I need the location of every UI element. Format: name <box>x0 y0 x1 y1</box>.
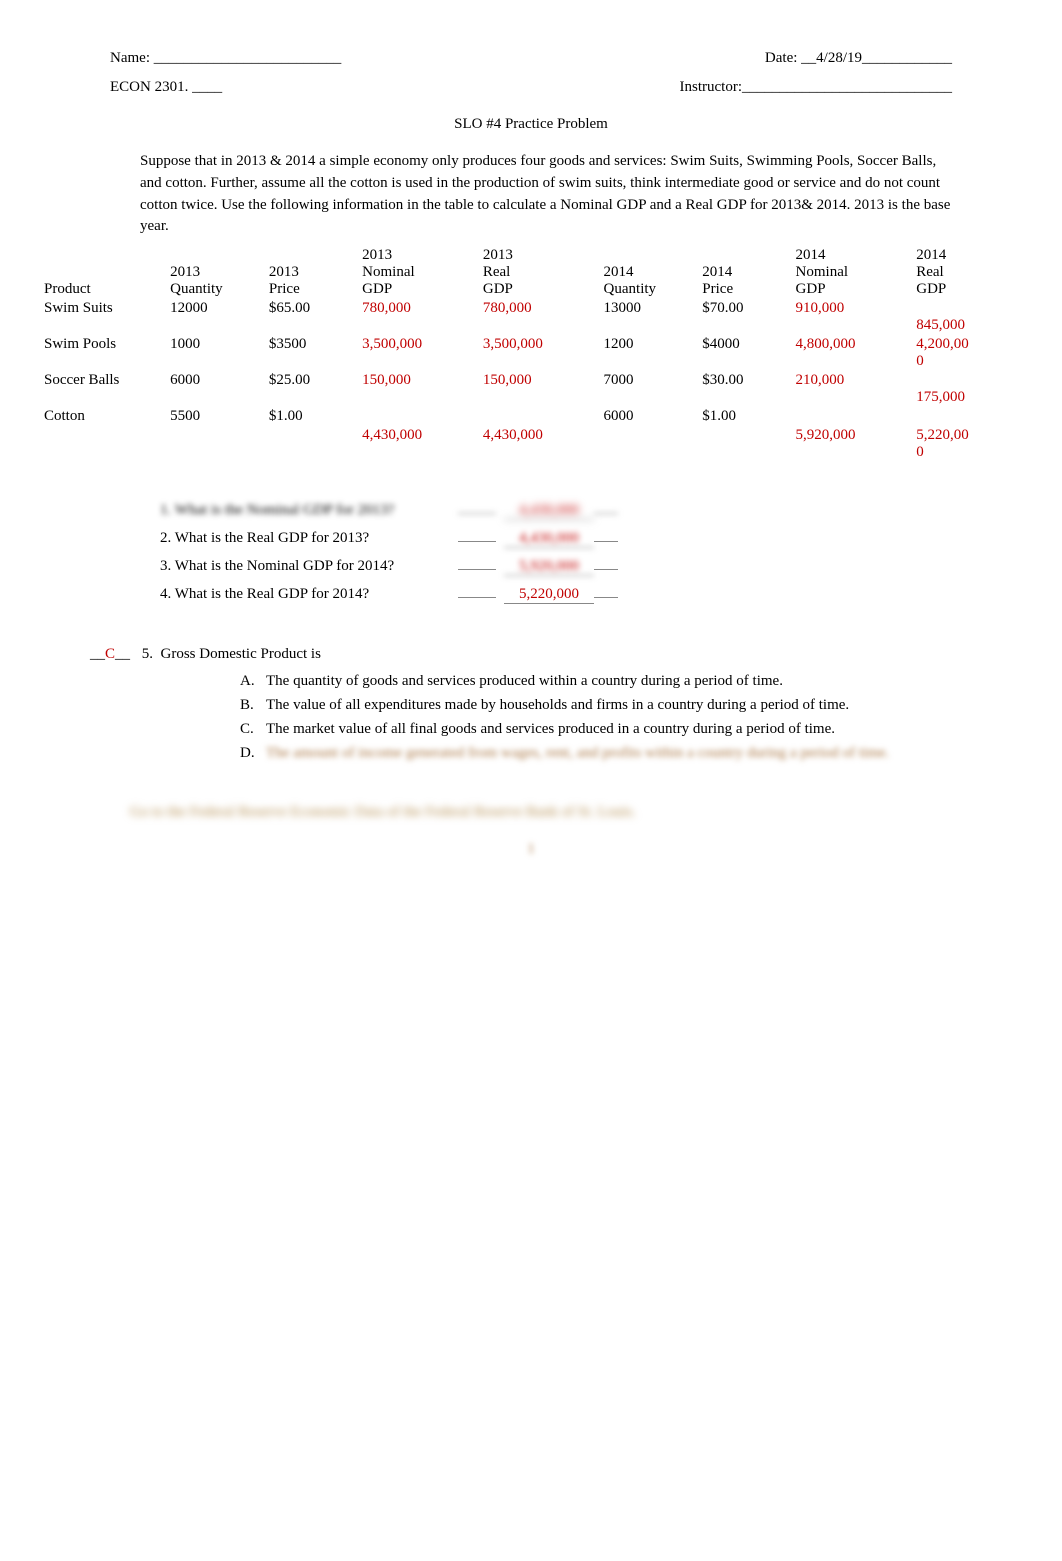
cell-product: Cotton <box>40 407 166 426</box>
col-2013-qty: 2013Quantity <box>166 246 265 299</box>
cell-q14: 13000 <box>600 299 699 335</box>
cell-p14: $1.00 <box>698 407 791 426</box>
intro-paragraph: Suppose that in 2013 & 2014 a simple eco… <box>140 151 952 238</box>
col-2014-qty: 2014Quantity <box>600 246 699 299</box>
col-2014-ngdp: 2014NominalGDP <box>792 246 913 299</box>
cell-q14: 7000 <box>600 371 699 407</box>
total-ng13: 4,430,000 <box>358 426 479 462</box>
cell-p13: $65.00 <box>265 299 358 335</box>
col-2014-price: 2014Price <box>698 246 791 299</box>
course-field: ECON 2301. ____ <box>110 79 222 96</box>
cell-rg13 <box>479 407 600 426</box>
mcq-block: __C__ 5. Gross Domestic Product is A. Th… <box>90 646 1022 764</box>
cell-p13: $3500 <box>265 335 358 371</box>
answer-3: 5,920,000 <box>504 558 594 576</box>
cell-rg14: 175,000 <box>912 371 1022 407</box>
cell-ng14 <box>792 407 913 426</box>
gdp-table: Product 2013Quantity 2013Price 2013Nomin… <box>40 246 1022 462</box>
mcq-answer: C <box>105 646 115 662</box>
cell-p14: $70.00 <box>698 299 791 335</box>
page-number: 1 <box>40 841 1022 858</box>
cell-q13: 12000 <box>166 299 265 335</box>
questions-block: 1. What is the Nominal GDP for 2013? 4,4… <box>160 502 1022 604</box>
cell-ng14: 210,000 <box>792 371 913 407</box>
cell-q13: 5500 <box>166 407 265 426</box>
question-4: 4. What is the Real GDP for 2014? 5,220,… <box>160 586 1022 604</box>
cell-q13: 1000 <box>166 335 265 371</box>
cell-p13: $25.00 <box>265 371 358 407</box>
question-1: 1. What is the Nominal GDP for 2013? 4,4… <box>160 502 1022 520</box>
name-field: Name: _________________________ <box>110 50 341 67</box>
mcq-option-c: C. The market value of all final goods a… <box>240 719 1000 740</box>
cell-q14: 6000 <box>600 407 699 426</box>
cell-p14: $30.00 <box>698 371 791 407</box>
cell-rg14: 845,000 <box>912 299 1022 335</box>
cell-ng14: 4,800,000 <box>792 335 913 371</box>
header-row-2: ECON 2301. ____ Instructor:_____________… <box>110 79 952 96</box>
col-2013-rgdp: 2013RealGDP <box>479 246 600 299</box>
cell-ng13: 3,500,000 <box>358 335 479 371</box>
cell-p13: $1.00 <box>265 407 358 426</box>
cell-rg13: 150,000 <box>479 371 600 407</box>
cell-product: Swim Suits <box>40 299 166 335</box>
table-row: Swim Suits 12000 $65.00 780,000 780,000 … <box>40 299 1022 335</box>
date-underline: ____________ <box>862 50 952 66</box>
page: Name: _________________________ Date: __… <box>0 0 1062 898</box>
header-row-1: Name: _________________________ Date: __… <box>110 50 952 67</box>
cell-ng13: 780,000 <box>358 299 479 335</box>
cell-ng13 <box>358 407 479 426</box>
date-label: Date: __ <box>765 50 816 66</box>
col-product: Product <box>40 246 166 299</box>
cell-product: Soccer Balls <box>40 371 166 407</box>
instructor-field: Instructor:____________________________ <box>680 79 952 96</box>
table-totals: 4,430,000 4,430,000 5,920,000 5,220,000 <box>40 426 1022 462</box>
total-ng14: 5,920,000 <box>792 426 913 462</box>
answer-4: 5,220,000 <box>504 586 594 604</box>
gdp-table-wrap: Product 2013Quantity 2013Price 2013Nomin… <box>40 246 1022 462</box>
cell-ng14: 910,000 <box>792 299 913 335</box>
total-rg13: 4,430,000 <box>479 426 600 462</box>
question-2: 2. What is the Real GDP for 2013? 4,430,… <box>160 530 1022 548</box>
table-header: Product 2013Quantity 2013Price 2013Nomin… <box>40 246 1022 299</box>
cell-q14: 1200 <box>600 335 699 371</box>
total-rg14: 5,220,000 <box>912 426 1022 462</box>
mcq-options: A. The quantity of goods and services pr… <box>240 671 1000 764</box>
table-row: Soccer Balls 6000 $25.00 150,000 150,000… <box>40 371 1022 407</box>
cell-rg14 <box>912 407 1022 426</box>
mcq-stem: 5. Gross Domestic Product is <box>138 646 321 663</box>
answer-2: 4,430,000 <box>504 530 594 548</box>
mcq-option-d: D. The amount of income generated from w… <box>240 743 1000 764</box>
cell-product: Swim Pools <box>40 335 166 371</box>
col-2014-rgdp: 2014RealGDP <box>912 246 1022 299</box>
cell-ng13: 150,000 <box>358 371 479 407</box>
footer-text: Go to the Federal Reserve Economic Data … <box>130 804 952 821</box>
cell-p14: $4000 <box>698 335 791 371</box>
cell-rg14: 4,200,000 <box>912 335 1022 371</box>
date-field: Date: __4/28/19____________ <box>765 50 952 67</box>
table-row: Swim Pools 1000 $3500 3,500,000 3,500,00… <box>40 335 1022 371</box>
mcq-answer-blank: __C__ <box>90 646 130 663</box>
cell-rg13: 3,500,000 <box>479 335 600 371</box>
question-3: 3. What is the Nominal GDP for 2014? 5,9… <box>160 558 1022 576</box>
cell-q13: 6000 <box>166 371 265 407</box>
col-2013-ngdp: 2013NominalGDP <box>358 246 479 299</box>
cell-rg13: 780,000 <box>479 299 600 335</box>
mcq-option-a: A. The quantity of goods and services pr… <box>240 671 1000 692</box>
page-title: SLO #4 Practice Problem <box>40 116 1022 133</box>
answer-1: 4,430,000 <box>504 502 594 520</box>
mcq-option-b: B. The value of all expenditures made by… <box>240 695 1000 716</box>
col-2013-price: 2013Price <box>265 246 358 299</box>
table-row: Cotton 5500 $1.00 6000 $1.00 <box>40 407 1022 426</box>
date-value: 4/28/19 <box>816 50 862 66</box>
